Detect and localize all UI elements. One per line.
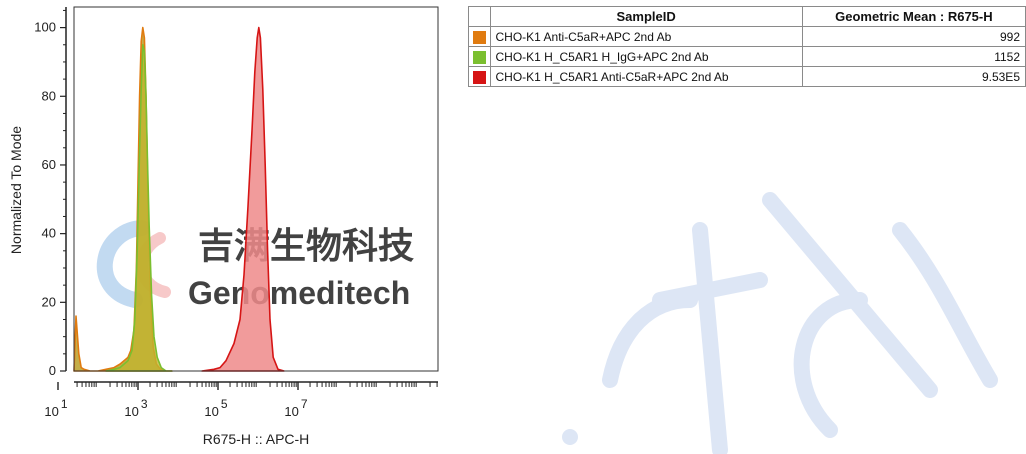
y-axis-title: Normalized To Mode bbox=[8, 126, 24, 254]
sample-name-cell: CHO-K1 H_C5AR1 H_IgG+APC 2nd Ab bbox=[489, 46, 803, 67]
watermark-stroke bbox=[762, 192, 938, 398]
y-tick-label: 0 bbox=[49, 363, 56, 378]
x-tick-label: 10 1 bbox=[44, 397, 67, 419]
geomean-value-cell: 992 bbox=[801, 26, 1026, 47]
table-header-sampleid: SampleID bbox=[489, 6, 803, 27]
y-tick-label: 20 bbox=[42, 294, 56, 309]
x-tick-label: 10 5 bbox=[204, 397, 227, 419]
watermark-stroke bbox=[892, 222, 998, 388]
table-header-swatch bbox=[468, 6, 491, 27]
histogram-series-1 bbox=[73, 26, 173, 372]
sample-statistics-table: SampleID Geometric Mean : R675-H CHO-K1 … bbox=[468, 6, 1026, 87]
watermark-stroke bbox=[652, 272, 768, 308]
watermark-logo: 吉满生物科技 Genomeditech bbox=[96, 220, 414, 311]
watermark-dot bbox=[562, 429, 578, 445]
sample-name-cell: CHO-K1 Anti-C5aR+APC 2nd Ab bbox=[489, 26, 803, 47]
watermark-stroke bbox=[692, 222, 728, 454]
x-tick-label: 10 3 bbox=[124, 397, 147, 419]
table-header-geomean: Geometric Mean : R675-H bbox=[801, 6, 1026, 27]
y-tick-label: 80 bbox=[42, 88, 56, 103]
x-axis: 10 1 10 3 10 5 10 7 bbox=[44, 381, 438, 419]
table-header-row: SampleID Geometric Mean : R675-H bbox=[468, 6, 1026, 27]
geomean-value-cell: 9.53E5 bbox=[801, 66, 1026, 87]
y-tick-label: 60 bbox=[42, 157, 56, 172]
x-tick-label: 10 7 bbox=[284, 397, 307, 419]
sample-name-cell: CHO-K1 H_C5AR1 Anti-C5aR+APC 2nd Ab bbox=[489, 66, 803, 87]
y-tick-label: 100 bbox=[34, 20, 56, 35]
x-axis-title: R675-H :: APC-H bbox=[203, 431, 310, 447]
table-row: CHO-K1 Anti-C5aR+APC 2nd Ab 992 bbox=[468, 26, 1026, 47]
watermark-stroke bbox=[602, 292, 698, 388]
color-swatch bbox=[472, 50, 486, 64]
color-swatch bbox=[472, 70, 486, 84]
y-tick-label: 40 bbox=[42, 226, 56, 241]
y-axis: 0 20 40 60 80 100 bbox=[34, 7, 67, 378]
watermark-stroke bbox=[793, 292, 868, 438]
watermark-cn: 吉满生物科技 bbox=[198, 225, 414, 266]
table-row: CHO-K1 H_C5AR1 Anti-C5aR+APC 2nd Ab 9.53… bbox=[468, 66, 1026, 87]
geomean-value-cell: 1152 bbox=[801, 46, 1026, 67]
plot-frame bbox=[73, 6, 439, 372]
histogram-series-3 bbox=[201, 26, 285, 372]
table-row: CHO-K1 H_C5AR1 H_IgG+APC 2nd Ab 1152 bbox=[468, 46, 1026, 67]
color-swatch bbox=[472, 30, 486, 44]
watermark-en: Genomeditech bbox=[188, 275, 410, 311]
histogram-series-2 bbox=[105, 44, 173, 372]
